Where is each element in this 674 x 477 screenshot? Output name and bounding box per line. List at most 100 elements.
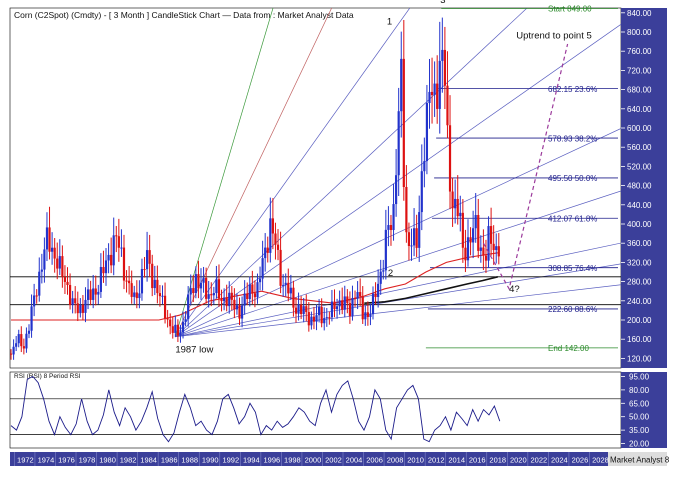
candle-body (20, 334, 23, 347)
candle-body (220, 298, 223, 302)
candle-body (282, 284, 285, 286)
price-axis-label: 760.00 (627, 47, 652, 56)
candle-body (17, 334, 20, 344)
time-axis-label: 1972 (17, 456, 34, 465)
price-axis-label: 680.00 (627, 86, 652, 95)
candle-body (197, 274, 200, 289)
candle-body (328, 317, 331, 319)
candle-body (212, 293, 215, 296)
candle-body (389, 225, 393, 231)
candle-body (310, 316, 313, 326)
candle-body (163, 295, 167, 319)
candle-body (133, 292, 136, 297)
candle-body (51, 247, 54, 252)
candle-body (338, 300, 341, 307)
candle-body (477, 215, 480, 251)
candle-body (377, 283, 380, 298)
time-axis-label: 2014 (448, 456, 465, 465)
time-axis-label: 2008 (387, 456, 404, 465)
candle-body (420, 171, 423, 213)
time-axis-label: 2006 (366, 456, 383, 465)
candle-body (300, 304, 303, 314)
candle-body (225, 297, 228, 307)
time-axis-label: 1986 (161, 456, 178, 465)
candle-body (315, 315, 318, 322)
candle-body (12, 346, 15, 355)
candle-body (341, 300, 344, 310)
candle-body (497, 246, 500, 257)
rsi-axis-label: 65.00 (629, 399, 650, 408)
candle-body (97, 291, 100, 295)
candle-body (128, 280, 131, 284)
candle-body (89, 289, 92, 300)
candle-body (271, 218, 274, 234)
gann-fan-line (175, 242, 621, 338)
candle-body (48, 227, 51, 252)
candle-body (117, 236, 120, 248)
candle-body (487, 226, 490, 261)
candle-body (382, 270, 385, 272)
time-axis-label: 2020 (510, 456, 527, 465)
time-axis-label: 2012 (428, 456, 445, 465)
candle-body (199, 282, 203, 289)
candle-body (325, 317, 328, 319)
candle-body (423, 161, 426, 172)
projection-line (482, 43, 569, 291)
candle-body (454, 198, 457, 209)
candle-body (181, 321, 185, 333)
candle-body (284, 282, 287, 285)
price-axis: 840.00 800.00 760.00 720.00 680.00 640.00 600.… (621, 9, 652, 363)
wave-label: 4? (509, 284, 520, 295)
candle-body (320, 307, 323, 324)
candle-body (294, 307, 298, 314)
fib-level-label: Start 849.00 (548, 5, 592, 14)
candle-body (120, 247, 123, 249)
candle-body (287, 282, 290, 294)
candle-body (33, 295, 36, 307)
time-axis-label: 2018 (489, 456, 506, 465)
candle-body (84, 299, 87, 313)
chart-title: Corn (C2Spot) (Cmdty) - [ 3 Month ] Cand… (14, 10, 354, 20)
candle-body (292, 287, 295, 308)
candle-body (22, 346, 25, 349)
candle-body (330, 301, 334, 318)
candle-body (353, 297, 357, 299)
time-axis-label: 1980 (99, 456, 116, 465)
candle-body (407, 232, 411, 247)
candle-body (27, 330, 31, 334)
candle-body (194, 274, 197, 294)
candle-body (238, 305, 241, 319)
candle-body (366, 312, 369, 317)
candle-body (472, 228, 475, 243)
candle-body (161, 295, 164, 297)
price-axis-label: 200.00 (627, 316, 652, 325)
candle-body (269, 218, 272, 253)
candle-body (94, 288, 97, 295)
candle-body (374, 293, 377, 298)
candle-body (38, 271, 41, 296)
candle-body (86, 289, 90, 300)
moving-average-line (364, 276, 498, 304)
time-axis-label: 1990 (202, 456, 219, 465)
candle-body (99, 267, 102, 292)
candle-body (289, 287, 292, 294)
candle-body (189, 288, 192, 295)
fib-level-label: 682.15 23.6% (548, 85, 597, 94)
candle-body (230, 292, 233, 300)
candle-body (169, 319, 172, 327)
candle-body (371, 293, 375, 315)
wave-label: Uptrend to point 5 (516, 31, 592, 42)
candle-body (138, 293, 141, 299)
candle-body (379, 271, 382, 284)
candle-body (58, 256, 61, 269)
candle-body (364, 312, 367, 320)
candle-body (469, 237, 472, 243)
price-axis-label: 720.00 (627, 66, 652, 75)
candle-body (418, 212, 421, 248)
candle-body (215, 279, 218, 294)
price-axis-label: 360.00 (627, 239, 652, 248)
price-axis-label: 560.00 (627, 143, 652, 152)
candle-body (15, 343, 18, 347)
candle-body (243, 293, 246, 306)
